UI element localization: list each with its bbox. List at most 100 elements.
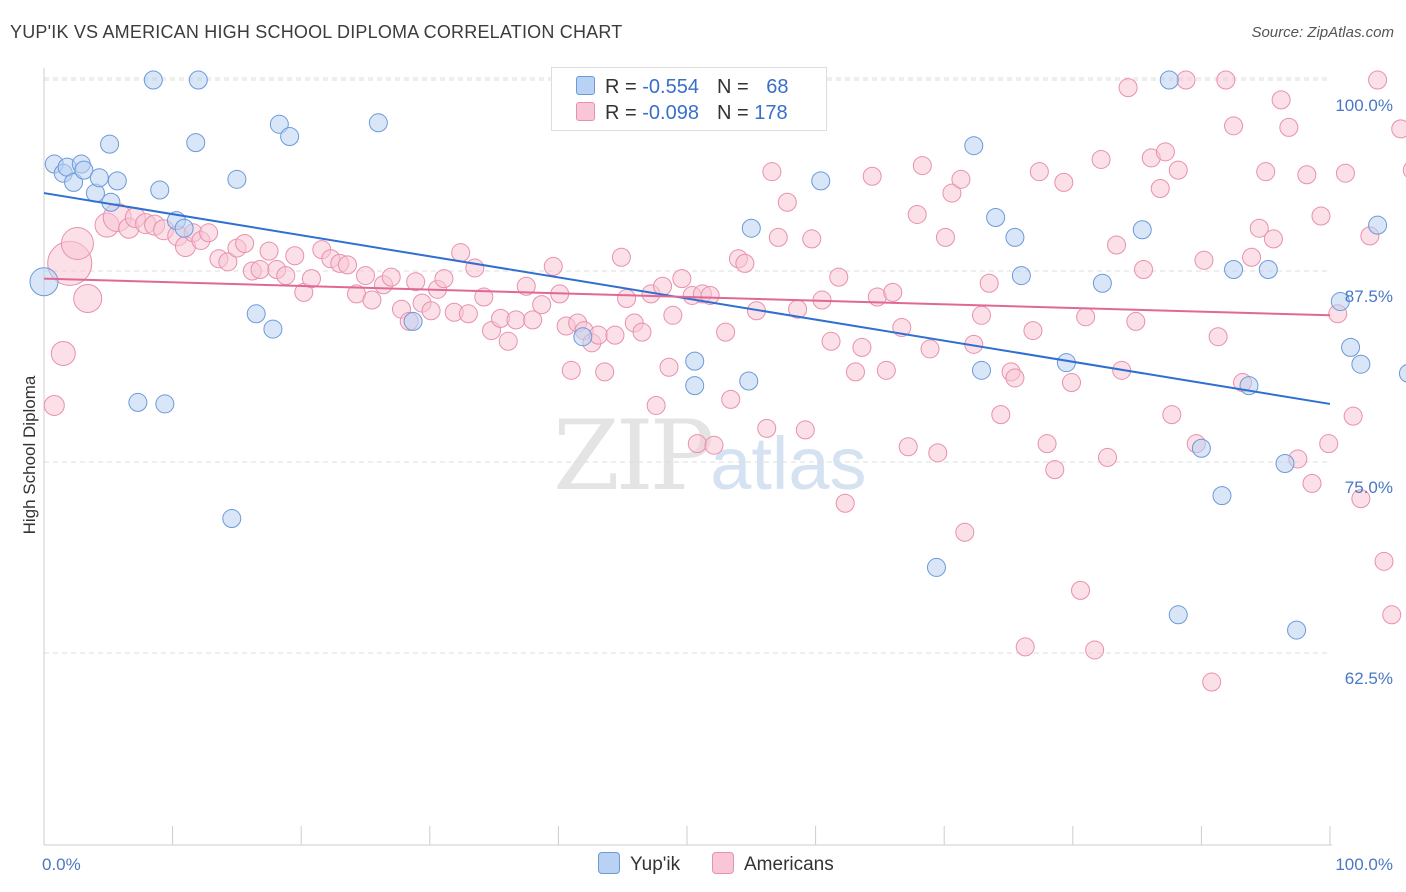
data-point xyxy=(1391,119,1406,139)
data-point xyxy=(739,371,759,391)
data-point xyxy=(1118,78,1138,98)
data-point xyxy=(1319,434,1339,454)
data-point xyxy=(1351,354,1371,374)
data-point xyxy=(128,392,148,412)
data-point xyxy=(1311,206,1331,226)
bottom-legend-americans: Americans xyxy=(712,852,834,876)
data-point xyxy=(1168,160,1188,180)
data-point xyxy=(991,405,1011,425)
data-point xyxy=(174,218,194,238)
data-point xyxy=(811,171,831,191)
data-point xyxy=(543,256,563,276)
data-point xyxy=(155,394,175,414)
data-point xyxy=(1374,551,1394,571)
data-point xyxy=(762,162,782,182)
data-point xyxy=(802,229,822,249)
data-point xyxy=(1015,637,1035,657)
data-point xyxy=(928,443,948,463)
data-point xyxy=(1202,672,1222,692)
data-point xyxy=(1155,142,1175,162)
y-tick-label: 75.0% xyxy=(1345,478,1393,497)
data-point xyxy=(362,290,382,310)
data-point xyxy=(704,435,724,455)
yupik-trend-line xyxy=(43,192,1331,405)
data-point xyxy=(498,331,518,351)
data-point xyxy=(465,258,485,278)
data-point xyxy=(421,301,441,321)
bottom-legend-yupik: Yup'ik xyxy=(598,852,680,876)
yupik-legend-label: Yup'ik xyxy=(630,854,681,875)
data-point xyxy=(883,282,903,302)
data-point xyxy=(199,223,219,243)
data-point xyxy=(403,311,423,331)
data-point xyxy=(222,509,242,529)
data-point xyxy=(595,362,615,382)
data-point xyxy=(1297,165,1317,185)
chart-title: YUP'IK VS AMERICAN HIGH SCHOOL DIPLOMA C… xyxy=(10,22,623,42)
data-point xyxy=(716,322,736,342)
data-point xyxy=(912,156,932,176)
x-tick-label-min: 0.0% xyxy=(42,855,81,874)
yupik-legend-swatch xyxy=(598,852,620,874)
data-point xyxy=(506,310,526,330)
data-point xyxy=(246,304,266,324)
watermark-atlas: atlas xyxy=(710,422,867,505)
legend-row-americans: R = -0.098 N = 178 xyxy=(576,102,788,128)
data-point xyxy=(1092,273,1112,293)
data-point xyxy=(845,362,865,382)
yupik-swatch xyxy=(576,76,595,95)
data-point xyxy=(700,285,720,305)
legend-r-label: R = xyxy=(605,102,643,124)
data-point xyxy=(1343,406,1363,426)
data-point xyxy=(1176,70,1196,90)
data-point xyxy=(1054,172,1074,192)
data-point xyxy=(1287,620,1307,640)
legend-n-value: 68 xyxy=(766,76,789,98)
data-point xyxy=(835,493,855,513)
data-point xyxy=(926,557,946,577)
data-point xyxy=(1398,364,1406,383)
data-point xyxy=(687,434,707,454)
data-point xyxy=(107,171,127,191)
data-point xyxy=(337,255,357,275)
data-point xyxy=(942,183,962,203)
zipatlas-watermark: ZIPatlas xyxy=(553,400,867,512)
data-point xyxy=(964,136,984,156)
y-axis-label: High School Diploma xyxy=(20,375,39,534)
data-point xyxy=(143,70,163,90)
data-point xyxy=(898,437,918,457)
data-point xyxy=(617,289,637,309)
data-point xyxy=(1258,259,1278,279)
data-point xyxy=(986,208,1006,228)
data-point xyxy=(821,331,841,351)
data-point xyxy=(356,266,375,286)
data-point xyxy=(1224,259,1244,279)
data-point xyxy=(1368,215,1388,235)
data-point xyxy=(1191,438,1211,458)
data-point xyxy=(920,339,940,359)
legend-n-label: N = xyxy=(716,76,755,98)
legend-r-label: R = xyxy=(605,76,643,98)
data-point xyxy=(60,226,94,260)
data-point xyxy=(573,327,593,347)
data-point xyxy=(1126,311,1146,331)
data-point xyxy=(1242,247,1262,267)
data-point xyxy=(150,180,170,200)
trend-lines xyxy=(43,192,1331,405)
data-point xyxy=(955,522,975,542)
data-point xyxy=(907,204,927,224)
data-point xyxy=(1382,605,1402,625)
data-point xyxy=(1134,259,1154,279)
data-point xyxy=(741,218,761,238)
data-point xyxy=(1279,117,1299,137)
data-point xyxy=(1168,605,1188,625)
data-point xyxy=(1351,489,1371,509)
data-point xyxy=(368,113,388,133)
chart-source: Source: ZipAtlas.com xyxy=(1251,24,1394,41)
legend-r-value: -0.098 xyxy=(642,102,699,124)
data-point xyxy=(1330,292,1350,312)
data-point xyxy=(971,360,991,380)
data-point xyxy=(721,389,741,409)
data-point xyxy=(1341,337,1361,357)
